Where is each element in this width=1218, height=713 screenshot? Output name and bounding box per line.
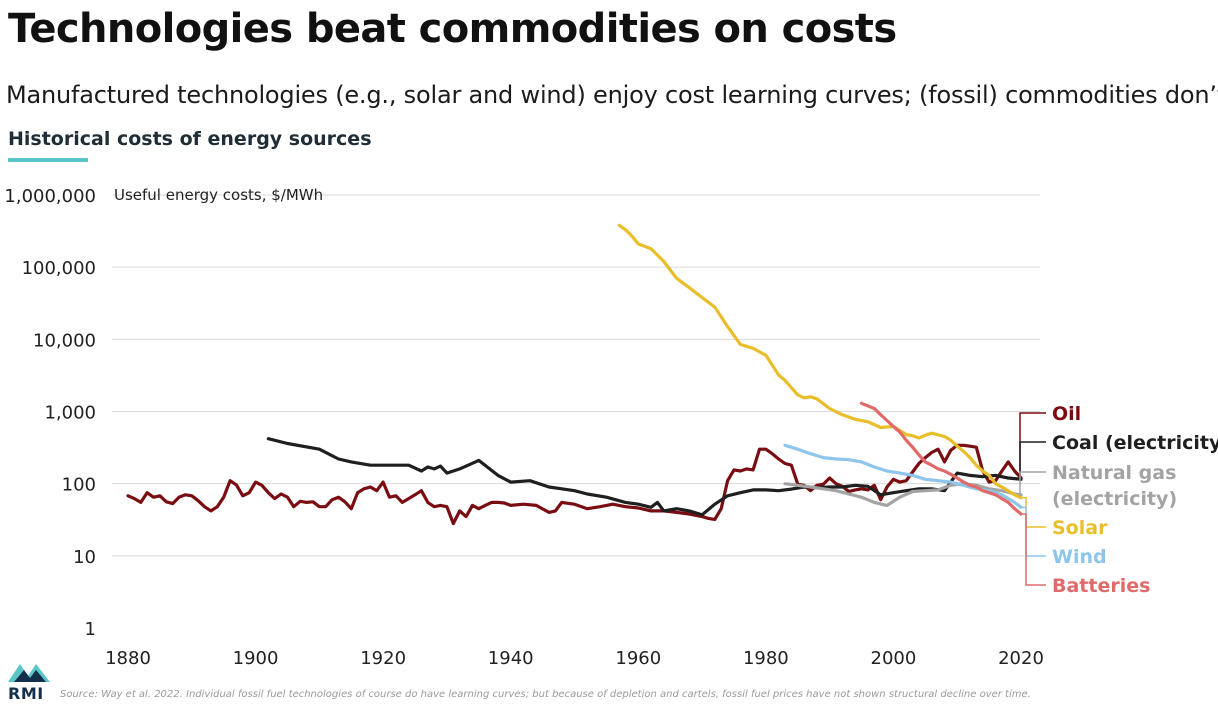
- legend-label-solar: Solar: [1052, 517, 1108, 539]
- legend-label-natural-gas: Natural gas (electricity): [1052, 462, 1177, 510]
- x-tick-label: 1980: [743, 648, 789, 669]
- legend-label-line: Natural gas: [1052, 462, 1176, 484]
- y-tick-label: 1,000: [44, 403, 96, 424]
- x-tick-label: 1940: [488, 648, 534, 669]
- label-connector-oil: [1019, 412, 1046, 479]
- series-line-solar: [617, 223, 1023, 500]
- label-connector-natural-gas: [1019, 471, 1046, 496]
- legend-label-oil: Oil: [1052, 403, 1081, 425]
- legend-label-coal: Coal (electricity): [1052, 432, 1218, 454]
- legend-label-wind: Wind: [1052, 546, 1107, 568]
- legend-label-layer: Oil Coal (electricity) Natural gas (electri…: [1019, 403, 1218, 597]
- series-line-natural-gas: [783, 482, 1023, 507]
- tick-layer: 1,000,000 100,000 10,000 1,000 100 10 1 1880 190…: [4, 186, 1044, 669]
- y-tick-label: 10,000: [33, 330, 96, 351]
- source-note: Source: Way et al. 2022. Individual foss…: [60, 689, 1031, 700]
- x-tick-label: 2000: [871, 648, 917, 669]
- y-tick-label: 100,000: [22, 258, 96, 279]
- chart-title: Technologies beat commodities on costs: [8, 6, 897, 52]
- series-line-coal: [266, 437, 1023, 517]
- heading-underline: [8, 158, 88, 162]
- chart-subtitle: Manufactured technologies (e.g., solar a…: [6, 81, 1218, 109]
- x-tick-label: 1920: [360, 648, 406, 669]
- series-layer: [126, 223, 1023, 526]
- y-tick-label: 10: [73, 547, 96, 568]
- label-connector-coal: [1019, 441, 1046, 481]
- legend-label-line: (electricity): [1052, 488, 1177, 510]
- x-tick-label: 1880: [105, 648, 151, 669]
- y-tick-label: 100: [62, 475, 96, 496]
- x-tick-label: 2020: [998, 648, 1044, 669]
- grid-layer: [112, 194, 1040, 557]
- y-tick-label: 1,000,000: [4, 186, 96, 207]
- legend-label-batteries: Batteries: [1052, 575, 1150, 597]
- chart-heading: Historical costs of energy sources: [8, 128, 372, 150]
- x-tick-label: 1900: [233, 648, 279, 669]
- series-line-oil: [126, 443, 1023, 526]
- x-tick-label: 1960: [615, 648, 661, 669]
- label-connector-batteries: [1022, 513, 1046, 586]
- rmi-logo-icon: [8, 664, 50, 682]
- rmi-logo-text: RMI: [8, 684, 44, 703]
- y-axis-label: Useful energy costs, $/MWh: [114, 186, 323, 204]
- series-line-batteries: [859, 401, 1023, 516]
- y-tick-label: 1: [85, 619, 96, 640]
